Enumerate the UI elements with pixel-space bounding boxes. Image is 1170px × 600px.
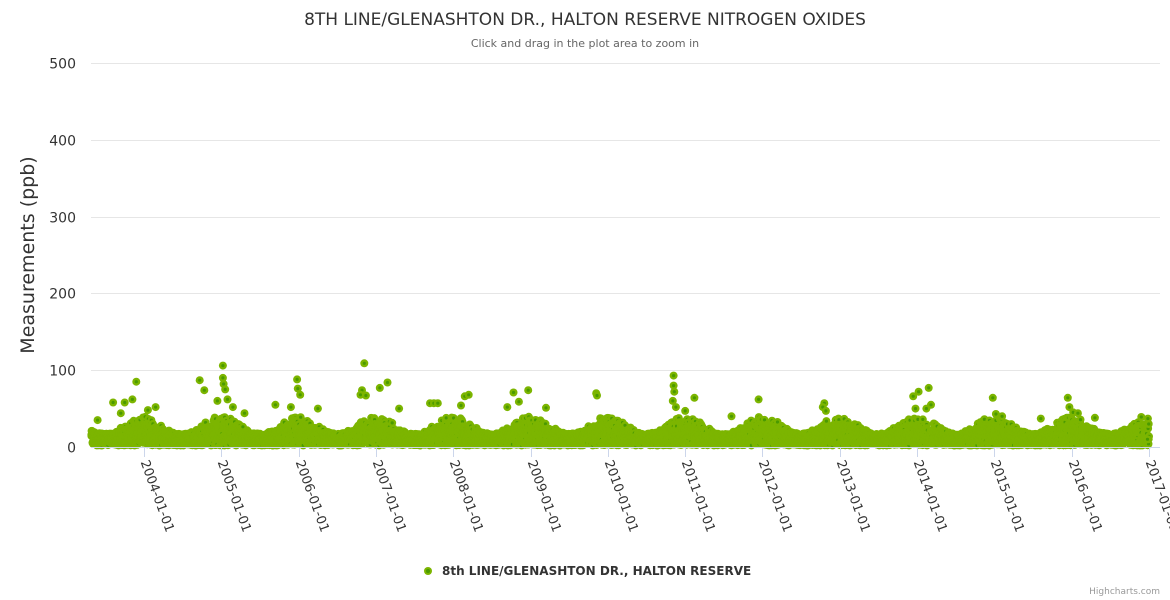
data-point-center [390,421,394,425]
y-gridlines [91,63,1160,371]
chart-title: 8TH LINE/GLENASHTON DR., HALTON RESERVE … [304,10,866,30]
y-tick-label: 100 [49,364,76,380]
plot-area[interactable] [87,63,1160,450]
y-tick-label: 500 [49,57,76,73]
data-point-center [299,415,303,419]
scatter-points [87,359,1153,450]
data-point-center [444,416,448,420]
y-tick-label: 400 [49,134,76,150]
y-tick-label: 300 [49,211,76,227]
y-tick-label: 200 [49,287,76,303]
y-axis-label: Measurements (ppb) [17,156,39,353]
y-tick-label: 0 [67,441,76,457]
y-tick-labels: 0 100 200 300 400 500 [49,57,76,457]
chart-subtitle: Click and drag in the plot area to zoom … [471,37,699,50]
